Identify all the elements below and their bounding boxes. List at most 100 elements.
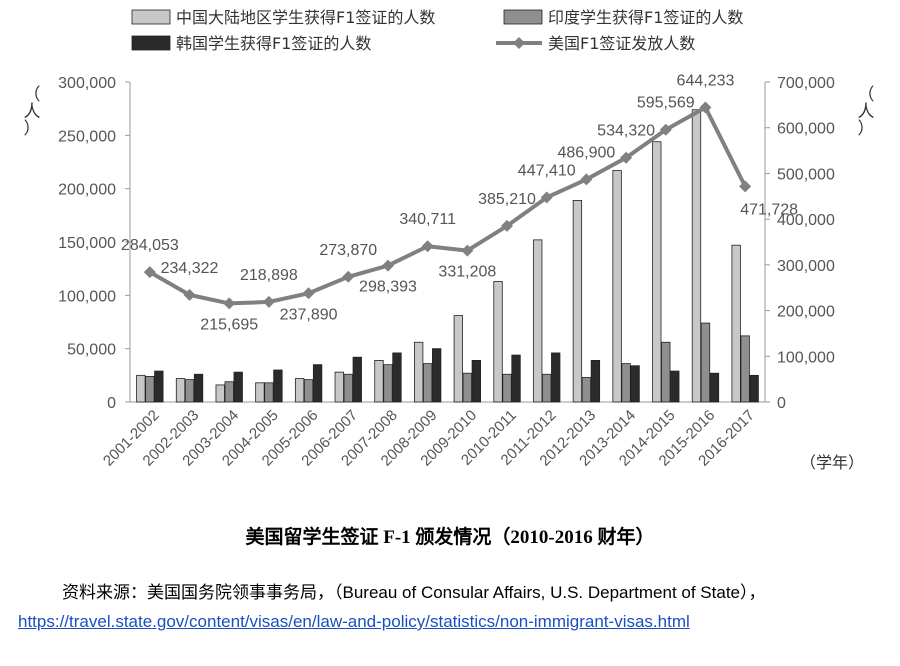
bar-china xyxy=(374,359,384,403)
bar-india xyxy=(542,373,552,403)
left-tick-label: 100,000 xyxy=(58,288,116,305)
bar-china xyxy=(652,141,662,403)
left-tick-label: 50,000 xyxy=(67,342,116,359)
line-point xyxy=(659,123,672,136)
left-tick-label: 150,000 xyxy=(58,235,116,252)
line-point xyxy=(381,259,394,272)
bar-china xyxy=(334,371,344,403)
series-line-f1-total xyxy=(148,105,747,306)
bar-india xyxy=(224,381,234,403)
x-axis-unit: （学年） xyxy=(800,453,864,472)
line-data-label: 340,711 xyxy=(399,211,456,228)
legend-swatch xyxy=(503,9,543,25)
line-data-label: 234,322 xyxy=(161,260,219,277)
bar-india xyxy=(700,322,711,403)
right-tick-label: 100,000 xyxy=(777,349,835,366)
line-point xyxy=(540,191,553,204)
bar-india xyxy=(502,373,512,403)
bar-korea xyxy=(551,352,561,403)
line-data-label: 331,208 xyxy=(438,264,496,281)
line-point xyxy=(699,101,712,114)
bar-korea xyxy=(709,372,720,403)
bar-china xyxy=(493,281,503,403)
bar-korea xyxy=(432,348,442,403)
line-data-label: 471,728 xyxy=(740,201,798,218)
left-tick-label: 300,000 xyxy=(58,75,116,92)
bar-china xyxy=(136,374,146,403)
right-tick-label: 300,000 xyxy=(777,258,835,275)
bar-india xyxy=(423,363,433,403)
bar-china xyxy=(572,199,583,403)
bar-china xyxy=(612,170,622,403)
bar-korea xyxy=(670,370,680,403)
bar-china xyxy=(691,109,702,403)
legend-label: 印度学生获得F1签证的人数 xyxy=(548,8,743,27)
legend-label: 美国F1签证发放人数 xyxy=(548,34,695,53)
line-point xyxy=(620,151,633,164)
line-data-label: 215,695 xyxy=(200,316,258,333)
legend-swatch-marker xyxy=(513,37,525,49)
right-tick-label: 200,000 xyxy=(777,304,835,321)
bar-india xyxy=(145,375,155,403)
line-point xyxy=(143,266,156,279)
line-point xyxy=(580,173,593,186)
left-axis-unit: （人） xyxy=(24,85,41,139)
bar-india xyxy=(462,372,472,403)
bar-india xyxy=(303,379,314,403)
bar-korea xyxy=(273,369,283,403)
bar-india xyxy=(740,335,750,403)
line-data-label: 298,393 xyxy=(359,279,417,296)
left-tick-label: 250,000 xyxy=(58,128,116,145)
line-point xyxy=(342,270,355,283)
legend-swatch xyxy=(131,35,171,51)
line-data-label: 237,890 xyxy=(280,306,338,323)
bar-china xyxy=(731,244,741,403)
bar-korea xyxy=(352,356,362,403)
line-data-label: 534,320 xyxy=(597,123,655,140)
bar-china xyxy=(294,378,305,403)
line-point xyxy=(501,219,514,232)
bar-china xyxy=(175,378,186,403)
bar-korea xyxy=(312,364,323,403)
bar-china xyxy=(215,384,225,403)
line-data-label: 644,233 xyxy=(677,72,735,89)
bar-china xyxy=(255,382,265,403)
bar-china xyxy=(533,239,543,403)
right-tick-label: 400,000 xyxy=(777,212,835,229)
source-link[interactable]: https://travel.state.gov/content/visas/e… xyxy=(18,612,690,631)
right-tick-label: 500,000 xyxy=(777,166,835,183)
bar-korea xyxy=(392,352,402,403)
left-tick-label: 0 xyxy=(107,395,116,412)
bar-korea xyxy=(193,373,204,403)
right-tick-label: 700,000 xyxy=(777,75,835,92)
line-data-label: 447,410 xyxy=(518,162,576,179)
line-point xyxy=(223,297,236,310)
legend-swatch xyxy=(131,9,171,25)
bar-india xyxy=(383,364,393,403)
line-point xyxy=(183,288,196,301)
line-data-label: 273,870 xyxy=(319,242,377,259)
bar-korea xyxy=(471,359,481,403)
bar-china xyxy=(453,315,463,403)
line-data-label: 385,210 xyxy=(478,191,536,208)
bar-india xyxy=(581,377,592,403)
chart: 0 50,000 100,000 150,000 200,000 250,000 300,0… xyxy=(24,8,875,472)
bar-india xyxy=(661,341,671,403)
bar-india xyxy=(621,363,631,403)
bar-india xyxy=(264,382,274,403)
bar-korea xyxy=(511,354,521,403)
bar-india xyxy=(343,373,353,403)
source-note: 资料来源：美国国务院领事事务局，（Bureau of Consular Affa… xyxy=(62,583,766,602)
legend-label: 韩国学生获得F1签证的人数 xyxy=(176,34,371,53)
line-point xyxy=(739,180,752,193)
bar-korea xyxy=(749,374,759,403)
line-point xyxy=(461,244,474,257)
bar-korea xyxy=(590,359,601,403)
line-data-label: 284,053 xyxy=(121,237,179,254)
line-data-label: 595,569 xyxy=(637,95,695,112)
chart-title: 美国留学生签证 F-1 颁发情况（2010-2016 财年） xyxy=(245,527,655,548)
line-point xyxy=(421,240,434,253)
legend-label: 中国大陆地区学生获得F1签证的人数 xyxy=(176,8,435,27)
right-axis-unit: （人） xyxy=(858,85,875,139)
bar-korea xyxy=(630,365,640,403)
